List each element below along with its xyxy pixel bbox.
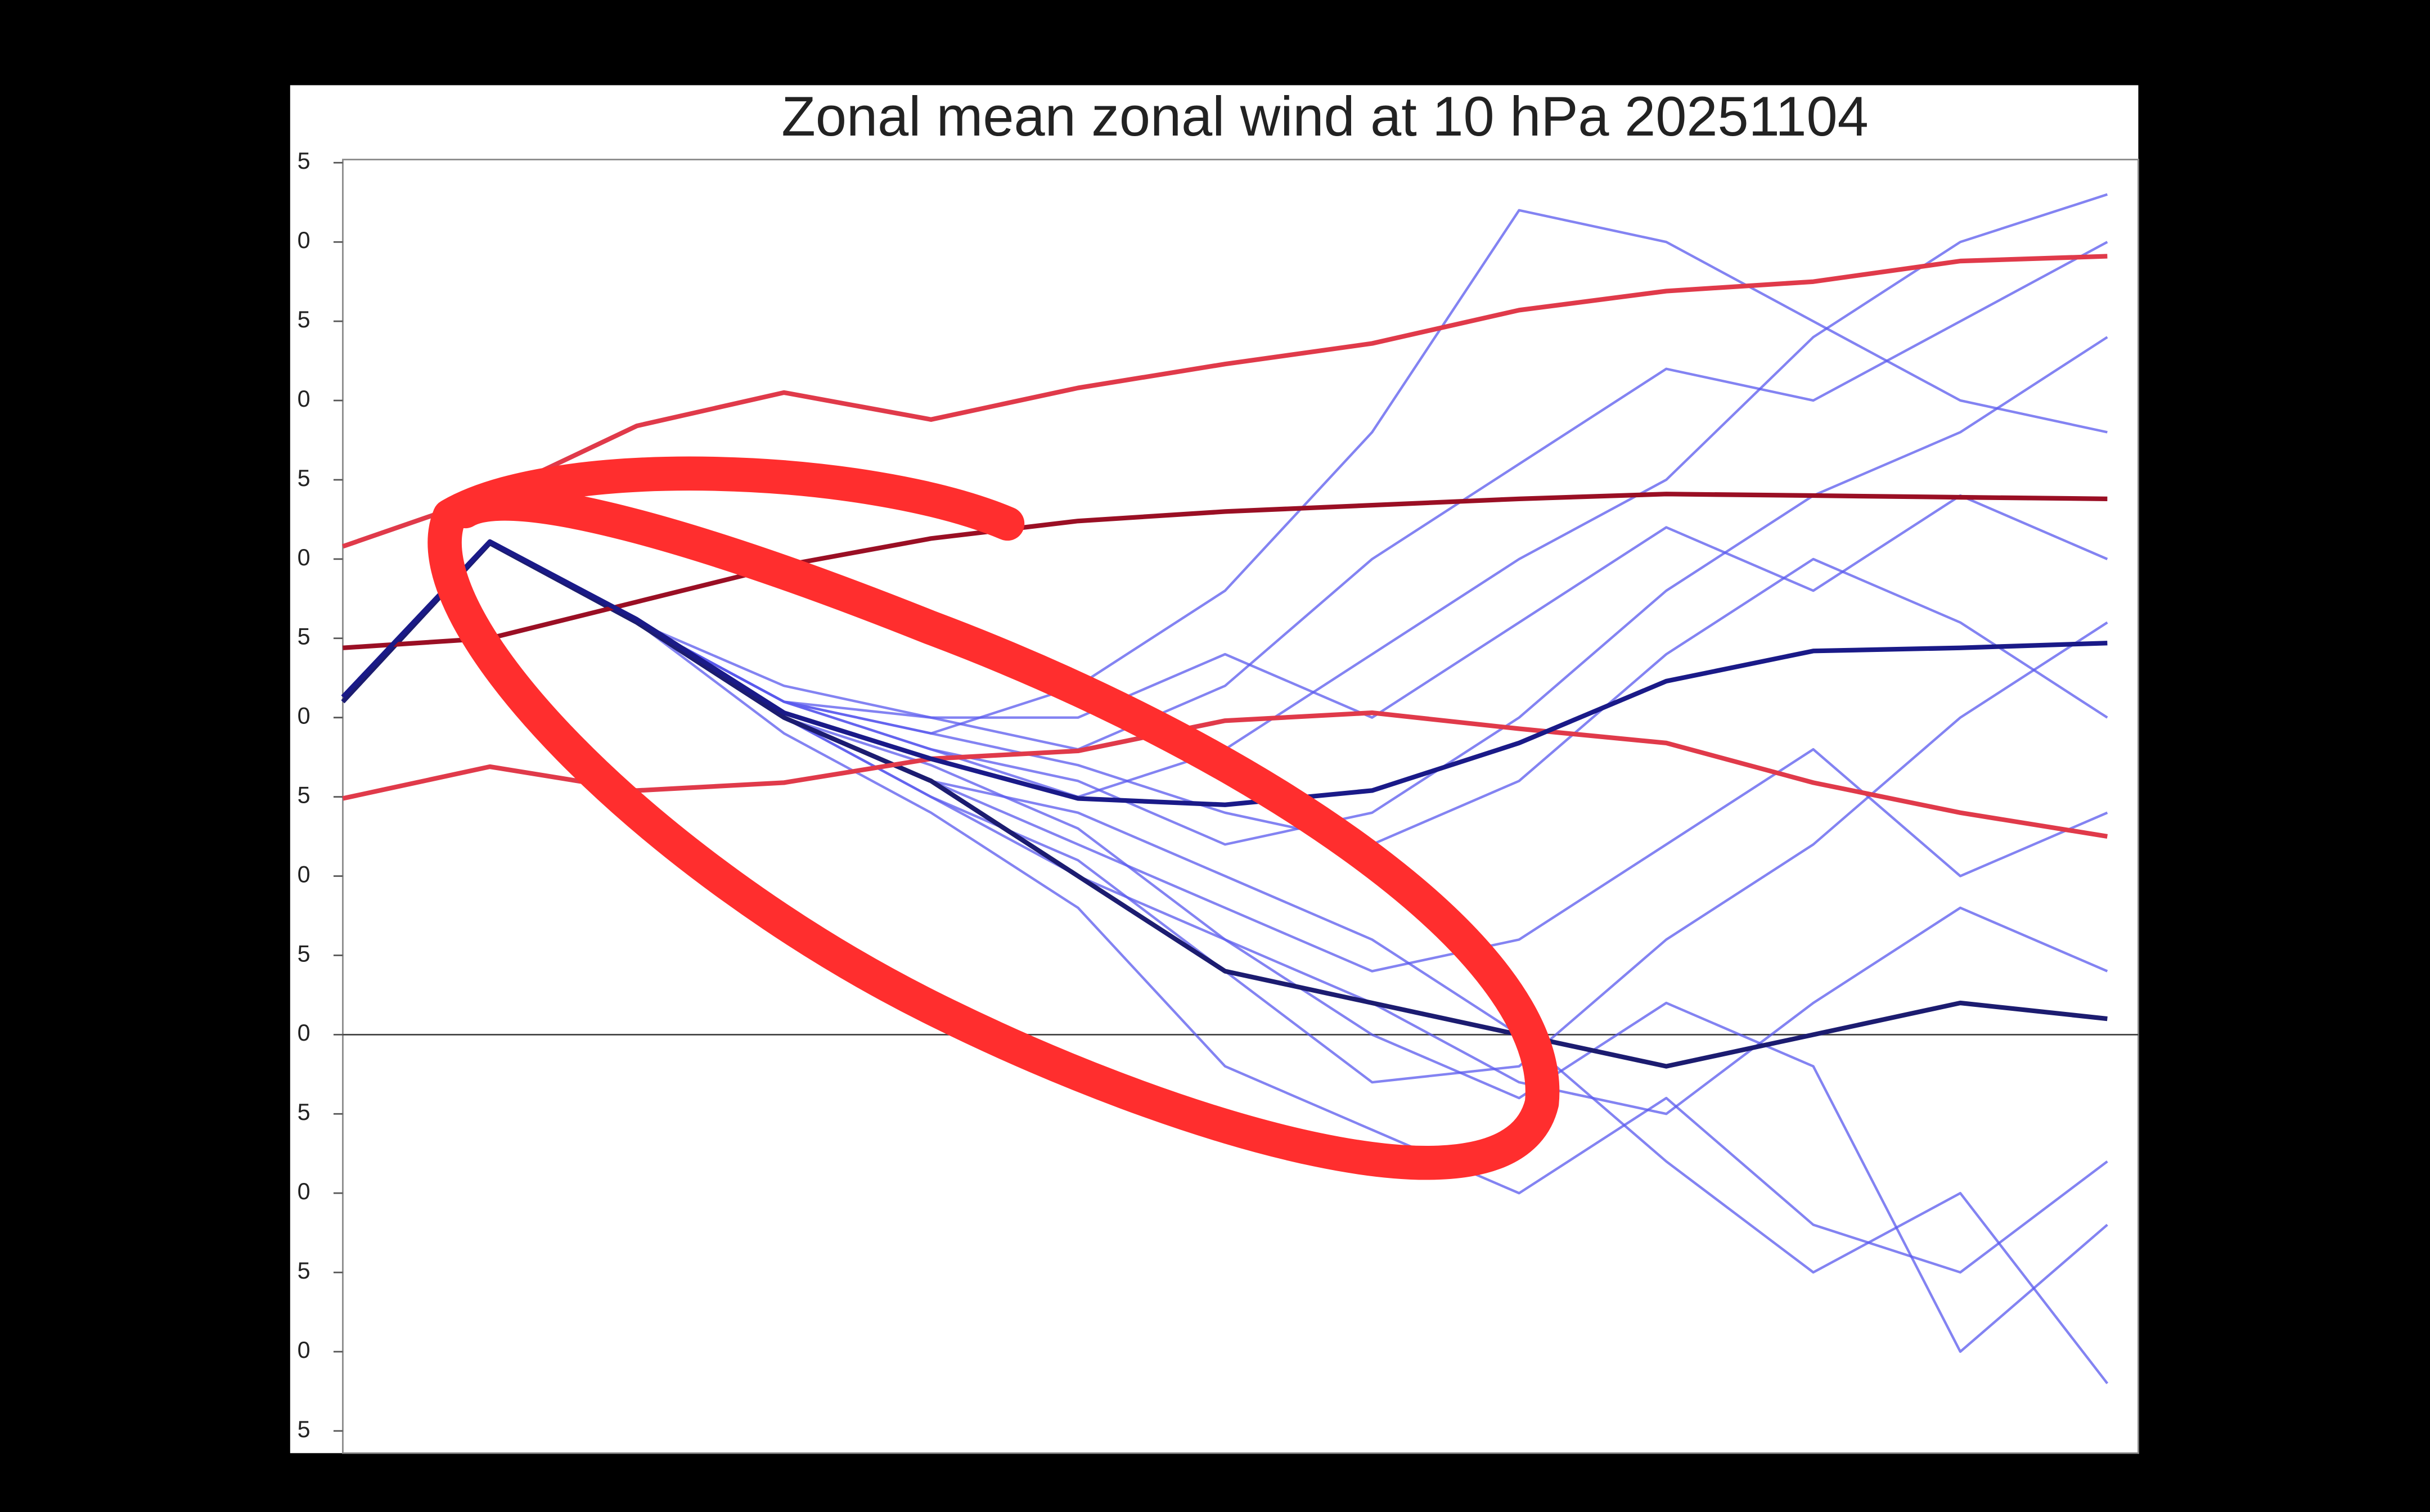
series-line [341,541,2108,1069]
y-tick-label: 5 [298,148,310,174]
y-tick-label: 0 [298,544,310,570]
chart-title: Zonal mean zonal wind at 10 hPa 20251104 [781,86,1869,148]
y-tick-label: 0 [298,227,310,253]
y-tick-label: 5 [298,624,310,650]
y-tick-label: 5 [298,465,310,491]
y-tick-label: 5 [298,782,310,808]
y-tick-label: 5 [298,307,310,332]
y-tick-label: 5 [298,1099,310,1125]
y-tick-label: 0 [298,861,310,887]
y-tick-label: 5 [298,1416,310,1442]
y-tick-label: 0 [298,1020,310,1046]
y-tick-label: 0 [298,1178,310,1204]
plot-area [342,159,2139,1454]
series-line [342,254,2108,549]
y-tick-label: 0 [298,386,310,412]
y-tick-label: 5 [298,940,310,966]
y-tick-label: 0 [298,703,310,729]
y-tick-label: 5 [298,1258,310,1284]
y-tick-label: 0 [298,1337,310,1363]
plot-layer: 5 0 5 0 5 0 5 0 5 0 5 0 5 0 5 0 5 [298,148,2139,1442]
series-line [343,492,2108,650]
annotation-ellipse [428,456,1560,1180]
series-line [341,539,2108,807]
